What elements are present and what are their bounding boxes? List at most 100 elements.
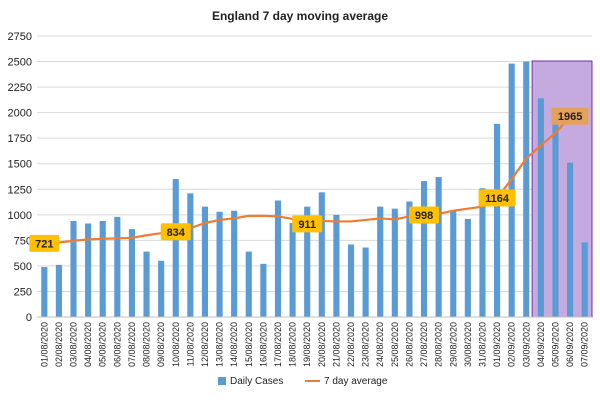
legend: Daily Cases 7 day average (218, 376, 388, 387)
bar (99, 220, 106, 317)
x-tick-label: 02/08/2020 (54, 322, 64, 367)
legend-swatch-daily-cases (218, 377, 226, 385)
bar (143, 251, 150, 317)
callout-box (551, 107, 589, 125)
x-tick-label: 16/08/2020 (258, 322, 268, 367)
y-axis: 0 250 500 750 1000 1250 1500 1750 2000 2250 2500 27… (8, 31, 32, 324)
x-tick-label: 25/08/2020 (390, 322, 400, 367)
y-tick-label: 1000 (8, 210, 32, 222)
bar (70, 220, 77, 317)
x-axis: 01/08/2020 02/08/2020 03/08/2020 04/08/2020… (37, 316, 592, 367)
bar (567, 162, 574, 317)
bar (41, 266, 48, 317)
x-tick-label: 04/08/2020 (83, 322, 93, 367)
bar (479, 188, 486, 317)
callout-label: 721 (35, 238, 53, 250)
x-tick-label: 04/09/2020 (536, 322, 546, 367)
x-tick-label: 03/08/2020 (69, 322, 79, 367)
bar (304, 206, 311, 317)
callout-box (409, 206, 440, 224)
bar (158, 260, 165, 317)
callout-box (160, 223, 191, 241)
x-tick-label: 28/08/2020 (434, 322, 444, 367)
bar (420, 181, 428, 317)
callout-box (478, 189, 516, 207)
x-tick-label: 03/09/2020 (521, 322, 531, 367)
bar (347, 244, 355, 317)
x-tick-label: 11/08/2020 (185, 322, 195, 366)
callout-label: 1164 (485, 193, 510, 205)
bar (216, 211, 223, 317)
x-tick-label: 06/08/2020 (112, 322, 122, 367)
daily-cases-bars (41, 61, 588, 318)
bar (172, 179, 179, 317)
y-tick-label: 1750 (8, 133, 32, 145)
x-tick-label: 17/08/2020 (273, 322, 283, 367)
x-tick-label: 10/08/2020 (171, 322, 181, 367)
callout-label: 834 (167, 227, 186, 239)
x-tick-label: 31/08/2020 (477, 322, 487, 367)
bar (201, 206, 209, 317)
bar (377, 206, 384, 317)
callout-box (292, 215, 323, 233)
legend-label-daily-cases: Daily Cases (230, 376, 283, 387)
bar (581, 242, 588, 317)
x-tick-label: 05/09/2020 (550, 322, 560, 367)
bar (85, 223, 92, 317)
bar (450, 210, 457, 317)
x-tick-label: 01/09/2020 (492, 322, 502, 367)
x-tick-label: 24/08/2020 (375, 322, 385, 367)
callouts: 721 834 911 998 1164 1965 (29, 107, 589, 252)
bar (55, 264, 62, 317)
bar (537, 98, 544, 318)
bar (391, 208, 398, 317)
x-tick-label: 27/08/2020 (419, 322, 429, 367)
y-tick-label: 2000 (8, 108, 32, 120)
bar (333, 214, 340, 317)
x-tick-label: 07/08/2020 (127, 322, 137, 367)
y-tick-label: 0 (26, 312, 32, 324)
y-tick-label: 500 (14, 261, 32, 273)
bar (464, 218, 471, 317)
bar (289, 222, 296, 317)
x-tick-label: 14/08/2020 (229, 322, 239, 367)
bar (435, 177, 442, 317)
x-tick-label: 23/08/2020 (361, 322, 371, 367)
x-tick-label: 01/08/2020 (39, 322, 49, 367)
x-tick-label: 30/08/2020 (463, 322, 473, 367)
bar (406, 201, 413, 317)
y-tick-label: 2250 (8, 82, 32, 94)
y-tick-label: 250 (14, 286, 32, 298)
bar (231, 210, 238, 317)
x-tick-label: 22/08/2020 (346, 322, 356, 367)
bar (187, 193, 194, 317)
bar (260, 263, 267, 317)
y-tick-label: 2750 (8, 31, 32, 43)
x-tick-label: 07/09/2020 (580, 322, 590, 367)
bar (552, 114, 559, 318)
x-tick-label: 02/09/2020 (507, 322, 517, 367)
x-tick-label: 06/09/2020 (565, 322, 575, 367)
x-tick-label: 12/08/2020 (200, 322, 210, 367)
x-tick-label: 15/08/2020 (244, 322, 254, 367)
y-tick-label: 1500 (8, 159, 32, 171)
x-tick-label: 13/08/2020 (215, 322, 225, 367)
bar (493, 123, 501, 317)
callout-label: 911 (298, 219, 316, 231)
y-tick-label: 1250 (8, 184, 32, 196)
bar (128, 229, 136, 317)
bar (245, 251, 252, 317)
y-tick-label: 2500 (8, 57, 32, 69)
legend-label-7-day-average: 7 day average (324, 376, 388, 387)
bar (114, 216, 121, 317)
x-tick-label: 19/08/2020 (302, 322, 312, 367)
x-tick-label: 05/08/2020 (98, 322, 108, 367)
callout-box (29, 234, 60, 252)
x-tick-label: 09/08/2020 (156, 322, 166, 367)
callout-label: 998 (415, 210, 433, 222)
y-tick-label: 750 (14, 235, 32, 247)
x-tick-label: 21/08/2020 (331, 322, 341, 367)
bar (362, 247, 369, 317)
x-tick-label: 29/08/2020 (448, 322, 458, 367)
